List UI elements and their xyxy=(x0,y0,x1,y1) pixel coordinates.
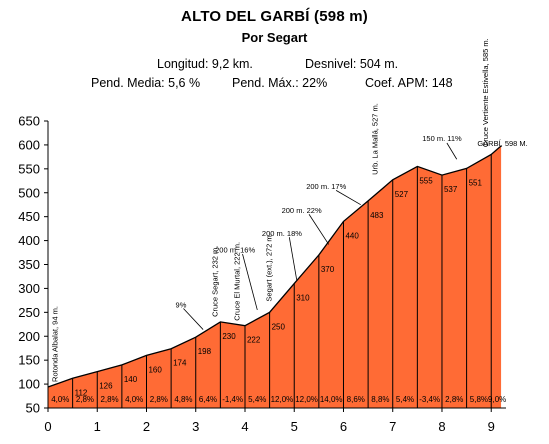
x-tick-label: 1 xyxy=(94,419,101,434)
altitude-label: 310 xyxy=(296,294,310,303)
segment-gradient-label: 14,0% xyxy=(320,395,343,404)
altitude-label: 140 xyxy=(124,375,138,384)
segment-gradient-label: 8,6% xyxy=(347,395,365,404)
altitude-label: 160 xyxy=(148,365,162,374)
y-tick-label: 550 xyxy=(18,161,40,176)
altitude-label: 551 xyxy=(469,178,483,187)
slope-annotation: 200 m. 16% xyxy=(215,246,255,255)
segment-gradient-label: 4,0% xyxy=(125,395,143,404)
slope-annotation: 200 m. 18% xyxy=(262,229,302,238)
altitude-label: 126 xyxy=(99,382,113,391)
annotation-leader-line xyxy=(288,237,298,280)
waypoint-annotation: Segart (ext.), 272 m. xyxy=(265,233,274,301)
segment-gradient-label: 2,8% xyxy=(150,395,168,404)
altitude-label: 112 xyxy=(75,388,88,397)
slope-annotation: 150 m. 11% xyxy=(422,134,462,143)
y-tick-label: 650 xyxy=(18,114,40,129)
x-tick-label: 7 xyxy=(389,419,396,434)
slope-annotation: 9% xyxy=(176,301,187,310)
profile-line xyxy=(47,145,502,388)
segment-gradient-label: 8,8% xyxy=(371,395,389,404)
altitude-label: 222 xyxy=(247,336,261,345)
y-tick-label: 400 xyxy=(18,233,40,248)
y-tick-label: 350 xyxy=(18,257,40,272)
stat-longitud: Longitud: 9,2 km. xyxy=(157,57,253,71)
x-tick-label: 9 xyxy=(488,419,495,434)
altitude-label: 527 xyxy=(395,190,409,199)
x-tick-label: 2 xyxy=(143,419,150,434)
x-tick-label: 5 xyxy=(291,419,298,434)
slope-annotation: 200 m. 17% xyxy=(306,182,346,191)
x-tick-label: 0 xyxy=(44,419,51,434)
waypoint-annotation: Cruce Segart, 232 m. xyxy=(210,246,219,317)
y-tick-label: 600 xyxy=(18,137,40,152)
stat-pend-max: Pend. Máx.: 22% xyxy=(232,76,328,90)
altitude-label: 174 xyxy=(173,359,187,368)
segment-gradient-label: 9,0% xyxy=(488,395,506,404)
annotation-leader-line xyxy=(335,190,361,206)
segment-gradient-label: 4,0% xyxy=(51,395,69,404)
segment-gradient-label: 2,8% xyxy=(76,395,94,404)
segment-gradient-label: 5,4% xyxy=(396,395,414,404)
x-tick-label: 3 xyxy=(192,419,199,434)
segment-gradient-label: -1,4% xyxy=(222,395,243,404)
y-tick-label: 500 xyxy=(18,185,40,200)
chart-subtitle: Por Segart xyxy=(241,30,308,45)
segment-gradient-label: 12,0% xyxy=(271,395,294,404)
segment-gradient-label: 4,8% xyxy=(174,395,192,404)
y-tick-label: 150 xyxy=(18,353,40,368)
segment-gradient-label: -3,4% xyxy=(419,395,440,404)
altitude-label: 370 xyxy=(321,265,335,274)
waypoint-annotation: Cruce El Murtal, 222 m. xyxy=(233,242,242,321)
y-tick-label: 50 xyxy=(26,401,40,416)
slope-annotation: GARBÍ, 598 M. xyxy=(477,139,527,148)
waypoint-annotation: Urb. La Mallá, 527 m. xyxy=(370,103,379,175)
x-tick-label: 6 xyxy=(340,419,347,434)
y-tick-label: 300 xyxy=(18,281,40,296)
annotation-leader-line xyxy=(242,253,258,311)
stat-pend-media: Pend. Media: 5,6 % xyxy=(91,76,201,90)
annotation-leader-line xyxy=(308,214,330,245)
altitude-label: 230 xyxy=(222,332,236,341)
altitude-label: 555 xyxy=(419,176,433,185)
altitude-label: 537 xyxy=(444,185,458,194)
y-tick-label: 100 xyxy=(18,377,40,392)
x-tick-label: 8 xyxy=(438,419,445,434)
segment-gradient-label: 2,8% xyxy=(445,395,463,404)
altitude-label: 198 xyxy=(198,347,212,356)
altitude-label: 483 xyxy=(370,211,384,220)
profile-area xyxy=(48,145,502,408)
altitude-label: 250 xyxy=(272,322,286,331)
segment-gradient-label: 12,0% xyxy=(295,395,318,404)
slope-annotation: 200 m. 22% xyxy=(282,206,322,215)
x-tick-label: 4 xyxy=(241,419,248,434)
segment-gradient-label: 5,8% xyxy=(470,395,488,404)
y-tick-label: 200 xyxy=(18,329,40,344)
segment-gradient-label: 2,8% xyxy=(100,395,118,404)
segment-gradient-label: 5,4% xyxy=(248,395,266,404)
stat-coef-apm: Coef. APM: 148 xyxy=(365,76,453,90)
y-tick-label: 450 xyxy=(18,209,40,224)
waypoint-annotation: Cruce Vertiente Estivella, 585 m. xyxy=(481,38,490,147)
stat-desnivel: Desnivel: 504 m. xyxy=(305,57,399,71)
altitude-label: 440 xyxy=(345,231,359,240)
waypoint-annotation: Rotonda Albalat, 94 m. xyxy=(50,306,59,382)
segment-gradient-label: 6,4% xyxy=(199,395,217,404)
y-tick-label: 250 xyxy=(18,305,40,320)
annotation-leader-line xyxy=(446,142,458,160)
annotation-leader-line xyxy=(183,308,204,330)
chart-title: ALTO DEL GARBÍ (598 m) xyxy=(181,8,368,25)
